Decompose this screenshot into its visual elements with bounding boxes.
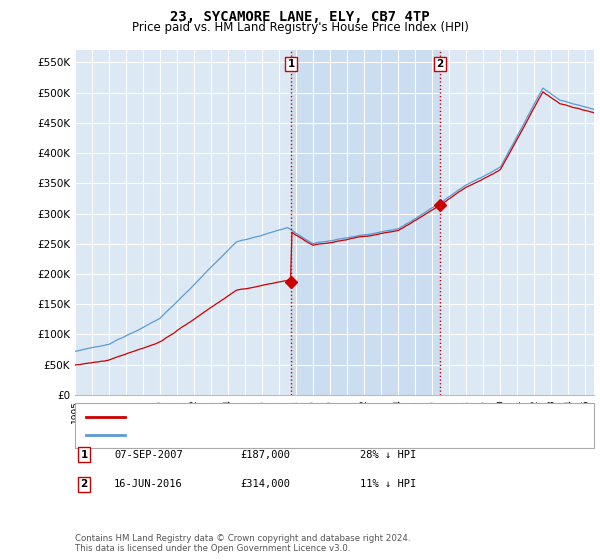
Text: £314,000: £314,000 xyxy=(240,479,290,489)
Text: 07-SEP-2007: 07-SEP-2007 xyxy=(114,450,183,460)
Text: 2: 2 xyxy=(80,479,88,489)
Text: 11% ↓ HPI: 11% ↓ HPI xyxy=(360,479,416,489)
Bar xyxy=(291,50,440,395)
Text: Price paid vs. HM Land Registry's House Price Index (HPI): Price paid vs. HM Land Registry's House … xyxy=(131,21,469,34)
Text: 28% ↓ HPI: 28% ↓ HPI xyxy=(360,450,416,460)
Text: 2: 2 xyxy=(437,59,444,69)
Text: 23, SYCAMORE LANE, ELY, CB7 4TP (detached house): 23, SYCAMORE LANE, ELY, CB7 4TP (detache… xyxy=(131,412,395,422)
Text: 23, SYCAMORE LANE, ELY, CB7 4TP: 23, SYCAMORE LANE, ELY, CB7 4TP xyxy=(170,10,430,24)
Text: 16-JUN-2016: 16-JUN-2016 xyxy=(114,479,183,489)
Text: 1: 1 xyxy=(80,450,88,460)
Text: HPI: Average price, detached house, East Cambridgeshire: HPI: Average price, detached house, East… xyxy=(131,431,419,441)
Text: £187,000: £187,000 xyxy=(240,450,290,460)
Text: 1: 1 xyxy=(287,59,295,69)
Text: Contains HM Land Registry data © Crown copyright and database right 2024.
This d: Contains HM Land Registry data © Crown c… xyxy=(75,534,410,553)
